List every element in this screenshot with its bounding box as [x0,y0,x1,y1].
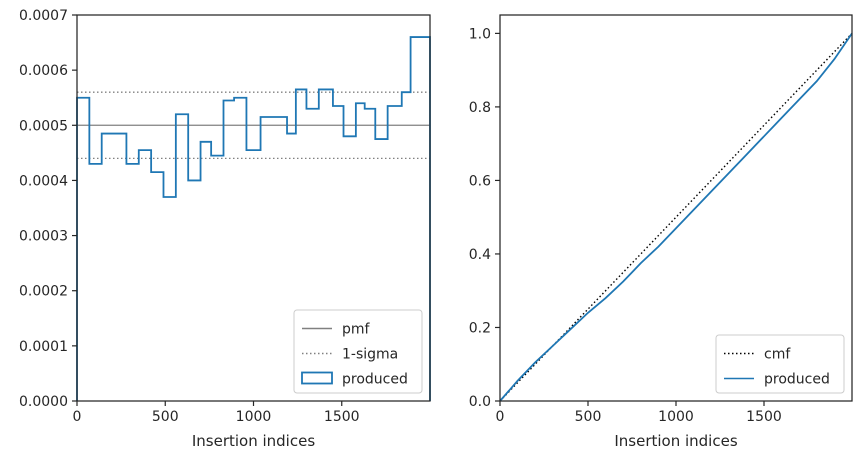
cmf-legend-label: cmf [764,347,791,363]
left-pmf-histogram-panel: 0 500 1000 1500 0.0000 0.0001 0.0002 0.0003 0.00… [19,8,431,450]
y-tick-label: 1.0 [469,26,491,42]
x-axis-label: Insertion indices [614,432,737,450]
x-tick-label: 1000 [658,409,694,425]
y-tick-label: 0.8 [469,100,491,116]
legend: pmf 1-sigma produced [293,309,423,394]
1-sigma-legend-label: 1-sigma [342,347,398,363]
produced-series-line [76,36,431,401]
y-tick-label: 0.6 [469,173,491,189]
y-tick-label: 0.0003 [19,229,68,245]
pmf-legend-label: pmf [342,322,371,338]
right-cmf-line-panel: 0 500 1000 1500 0.0 0.2 0.4 0.6 0.8 1.0 Insertion … [469,14,853,450]
y-tick-label: 0.2 [469,320,491,336]
x-tick-label: 1500 [746,409,782,425]
produced-legend-label: produced [764,372,830,388]
y-tick-label: 0.0002 [19,284,68,300]
y-tick-label: 0.0001 [19,339,68,355]
y-tick-label: 0.0007 [19,8,68,24]
produced-legend-swatch [301,371,333,385]
x-axis-label: Insertion indices [192,432,315,450]
x-tick-label: 0 [496,409,505,425]
legend: cmf produced [715,334,845,394]
y-tick-label: 0.0004 [19,173,68,189]
x-tick-label: 1500 [324,409,360,425]
x-tick-label: 1000 [236,409,272,425]
x-tick-label: 0 [73,409,82,425]
y-tick-label: 0.0005 [19,118,68,134]
x-tick-label: 500 [152,409,179,425]
y-tick-label: 0.0000 [19,394,68,410]
y-tick-label: 0.0006 [19,63,68,79]
y-tick-label: 0.0 [469,394,491,410]
y-tick-label: 0.4 [469,247,491,263]
produced-series-line [499,32,853,402]
produced-legend-label: produced [342,372,408,388]
x-tick-label: 500 [575,409,602,425]
